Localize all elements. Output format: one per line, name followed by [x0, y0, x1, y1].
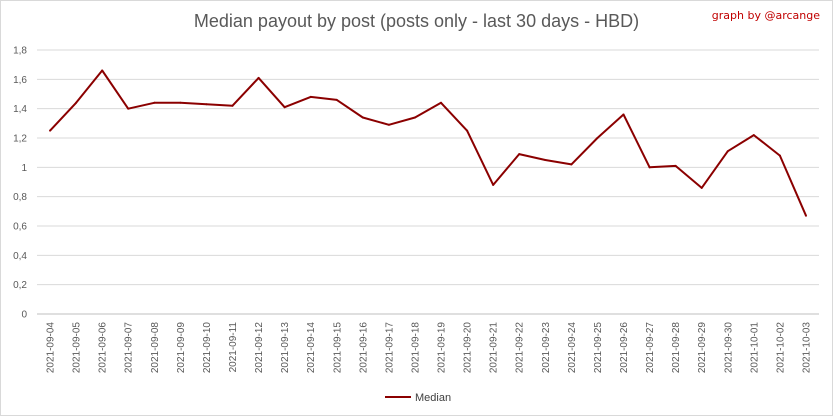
data-point — [75, 101, 78, 104]
data-point — [179, 101, 182, 104]
data-point — [387, 123, 390, 126]
x-tick-label: 2021-09-14 — [306, 322, 317, 374]
data-point — [257, 76, 260, 79]
x-tick-label: 2021-09-20 — [463, 322, 474, 374]
x-tick-label: 2021-09-04 — [46, 322, 57, 374]
y-tick-label: 1,2 — [13, 134, 27, 145]
series-line-median — [49, 69, 807, 217]
x-tick-label: 2021-09-08 — [150, 322, 161, 374]
x-tick-label: 2021-09-16 — [358, 322, 369, 374]
x-tick-label: 2021-09-05 — [72, 322, 83, 374]
y-tick-label: 0,6 — [13, 222, 27, 233]
x-tick-label: 2021-09-18 — [410, 322, 421, 374]
data-point — [518, 153, 521, 156]
x-tick-label: 2021-09-17 — [384, 322, 395, 374]
x-tick-label: 2021-09-07 — [124, 322, 135, 374]
x-tick-label: 2021-10-02 — [775, 322, 786, 374]
x-tick-label: 2021-09-13 — [280, 322, 291, 374]
x-tick-label: 2021-09-24 — [567, 322, 578, 374]
data-point — [674, 164, 677, 167]
y-tick-label: 1,4 — [13, 104, 27, 115]
data-point — [726, 150, 729, 153]
y-tick-label: 1,8 — [13, 46, 27, 57]
data-point — [361, 116, 364, 119]
data-point — [283, 106, 286, 109]
data-point — [440, 101, 443, 104]
x-tick-label: 2021-09-21 — [489, 322, 500, 374]
x-tick-label: 2021-09-25 — [593, 322, 604, 374]
x-tick-label: 2021-09-15 — [332, 322, 343, 374]
x-tick-label: 2021-09-10 — [202, 322, 213, 374]
y-tick-label: 0,2 — [13, 280, 27, 291]
chart-credit: graph by @arcange — [711, 9, 820, 22]
data-point — [622, 113, 625, 116]
x-tick-label: 2021-10-01 — [749, 322, 760, 374]
data-point — [153, 101, 156, 104]
y-tick-label: 1 — [21, 163, 27, 174]
data-point — [804, 214, 807, 217]
x-tick-label: 2021-09-28 — [671, 322, 682, 374]
y-tick-label: 0 — [21, 310, 27, 321]
data-point — [596, 137, 599, 139]
x-tick-label: 2021-09-12 — [254, 322, 265, 374]
data-point — [335, 98, 338, 101]
data-point — [700, 186, 703, 189]
data-point — [127, 107, 130, 110]
data-point — [648, 166, 651, 169]
x-tick-label: 2021-09-06 — [98, 322, 109, 374]
data-point — [413, 116, 416, 119]
x-tick-label: 2021-09-26 — [619, 322, 630, 374]
data-point — [101, 69, 104, 72]
x-tick-label: 2021-09-09 — [176, 322, 187, 374]
x-tick-label: 2021-10-03 — [801, 322, 812, 374]
x-tick-label: 2021-09-19 — [437, 322, 448, 374]
data-point — [778, 154, 781, 157]
x-tick-label: 2021-09-30 — [723, 322, 734, 374]
data-point — [309, 95, 312, 98]
data-point — [466, 129, 469, 132]
y-tick-label: 1,6 — [13, 75, 27, 86]
data-point — [544, 159, 547, 161]
x-tick-label: 2021-09-11 — [228, 322, 239, 373]
x-tick-label: 2021-09-29 — [697, 322, 708, 374]
data-point — [231, 104, 234, 107]
data-point — [570, 163, 573, 166]
chart-title: Median payout by post (posts only - last… — [193, 11, 640, 31]
data-point — [49, 129, 52, 132]
y-tick-label: 0,8 — [13, 192, 27, 203]
x-tick-label: 2021-09-23 — [541, 322, 552, 374]
data-point — [492, 183, 495, 186]
x-tick-label: 2021-09-22 — [515, 322, 526, 374]
y-tick-label: 0,4 — [13, 251, 27, 262]
legend-label: Median — [415, 392, 451, 404]
data-point — [752, 134, 755, 137]
data-point — [205, 103, 208, 106]
x-tick-label: 2021-09-27 — [645, 322, 656, 374]
